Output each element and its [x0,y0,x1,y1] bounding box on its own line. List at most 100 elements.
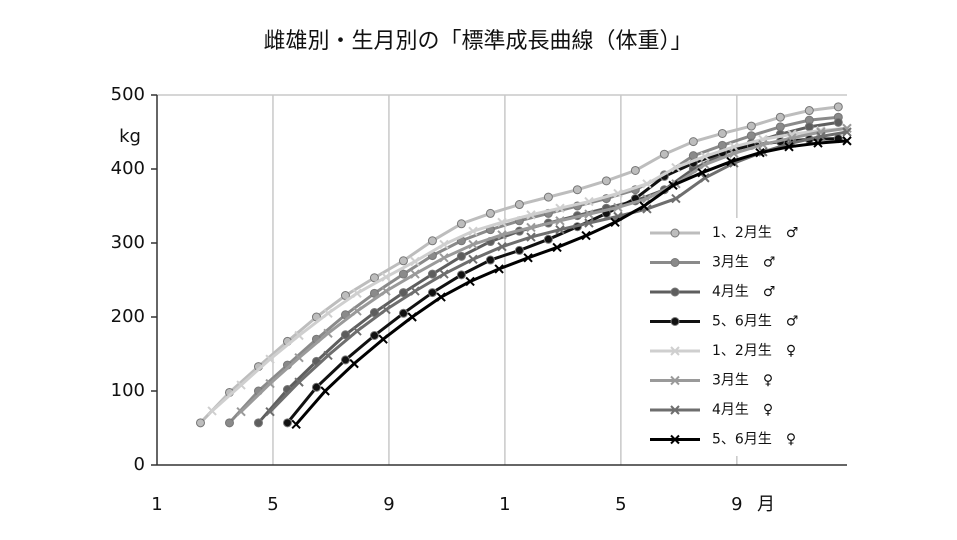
marker [320,386,330,396]
marker [381,272,391,282]
marker [323,308,333,319]
marker [398,256,408,266]
marker [468,226,478,236]
marker [485,208,495,218]
marker [700,159,710,170]
marker [670,287,680,297]
marker [543,234,553,244]
marker [630,165,640,175]
y-tick-label: 300 [111,232,145,253]
marker [456,251,466,261]
marker [523,253,533,263]
marker [670,346,680,356]
marker [323,350,333,361]
marker [639,201,649,211]
marker [755,148,765,158]
marker [282,418,292,428]
marker [369,331,379,340]
marker [456,270,466,280]
marker [349,358,359,369]
marker [265,407,275,417]
marker [581,230,591,241]
series-line [295,139,848,426]
marker [842,127,852,137]
marker [494,264,504,274]
marker [543,192,553,202]
marker [804,106,814,116]
marker [381,286,391,296]
chart-title: 雌雄別・生月別の「標準成長曲線（体重）」 [263,29,692,54]
marker [352,306,362,316]
marker [410,269,420,279]
marker [436,292,446,302]
y-tick-label: 100 [111,380,145,401]
marker [804,122,814,132]
legend-label: 3月生 ♂ [712,255,775,271]
marker [398,288,408,298]
marker [552,242,562,253]
legend-label: 4月生 ♀ [712,402,773,418]
marker [584,209,594,219]
x-tick-label: 1 [499,494,510,515]
y-tick-label: 500 [111,84,145,105]
series-line [240,126,848,413]
marker [378,334,388,344]
legend-label: 5、6月生 ♀ [712,432,796,448]
marker [697,167,707,178]
marker [775,122,785,132]
marker [369,273,379,283]
marker [526,210,536,220]
marker [381,304,391,315]
x-tick-label: 5 [267,494,278,515]
marker [555,224,565,235]
marker [642,179,652,189]
marker [352,326,362,336]
marker [265,354,275,364]
marker [670,375,680,386]
x-axis-label: 月 [757,494,775,515]
marker [294,377,304,387]
marker [842,136,852,146]
marker [671,193,681,204]
marker [816,131,826,142]
legend: 1、2月生 ♂ 3月生 ♂ 4月生 ♂ 5、6月生 ♂ 1、2月生 ♀ 3月生 ♀ 4月生 … [640,218,840,456]
marker [291,419,301,430]
marker [746,121,756,131]
marker [526,222,536,233]
legend-label: 1、2月生 ♀ [712,343,796,359]
marker [398,308,408,318]
marker [439,269,449,279]
marker [670,258,680,267]
marker [670,228,680,238]
marker [407,312,417,322]
marker [497,241,507,252]
marker [670,434,680,445]
marker [514,245,524,255]
legend-label: 4月生 ♂ [712,284,775,300]
marker [610,217,620,227]
marker [468,239,478,250]
marker [224,418,234,428]
legend-label: 1、2月生 ♂ [712,225,798,241]
marker [717,128,727,138]
marker [427,236,437,246]
marker [340,355,350,365]
marker [668,180,678,190]
marker [670,405,680,415]
y-tick-label: 0 [134,454,145,475]
marker [688,137,698,147]
marker [465,276,475,287]
marker [352,288,362,299]
marker [468,254,478,264]
marker [726,156,736,167]
legend-label: 3月生 ♀ [712,373,773,389]
legend-label: 5、6月生 ♂ [712,314,798,330]
marker [555,203,565,213]
marker [236,407,246,417]
marker [439,253,449,263]
marker [670,317,680,326]
marker [410,256,420,267]
marker [236,380,246,390]
x-tick-label: 9 [731,494,742,515]
marker [514,200,524,210]
